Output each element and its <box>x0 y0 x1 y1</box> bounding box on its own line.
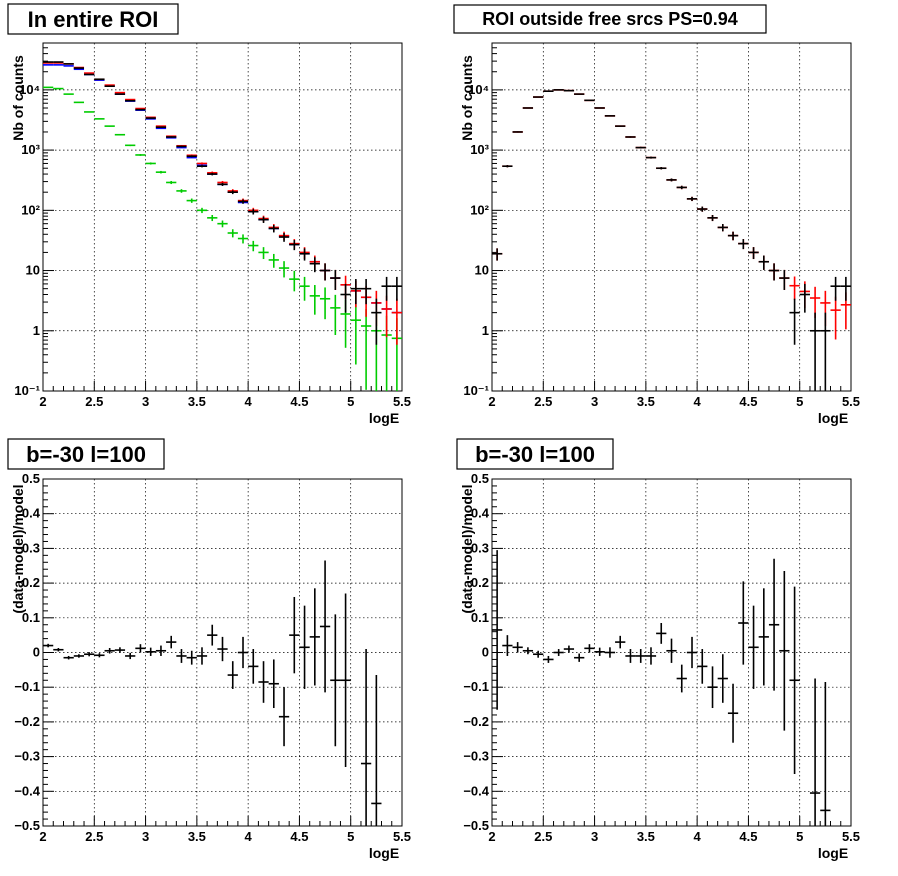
title-box <box>453 4 767 34</box>
x-tick-label: 5 <box>796 394 803 409</box>
x-tick-label: 2.5 <box>534 394 552 409</box>
y-tick-label: −0.1 <box>14 679 40 694</box>
x-tick-label: 4 <box>694 394 702 409</box>
x-tick-label: 3 <box>591 829 598 844</box>
plot-frame <box>491 42 852 392</box>
y-tick-label: 0.3 <box>471 540 489 555</box>
y-tick-label: 10 <box>26 263 40 278</box>
series-2 <box>492 89 851 391</box>
y-tick-label: −0.1 <box>463 679 489 694</box>
y-tick-label: −0.5 <box>463 818 489 833</box>
x-tick-label: 2.5 <box>534 829 552 844</box>
y-tick-label: 0.1 <box>471 610 489 625</box>
x-tick-label: 2 <box>488 394 495 409</box>
x-tick-label: 5.5 <box>393 829 411 844</box>
y-axis-label: (data-model)/model <box>10 484 26 613</box>
chart-title: In entire ROI <box>28 7 159 32</box>
y-tick-label: −0.5 <box>14 818 40 833</box>
y-axis-label: (data-model)/model <box>459 484 475 613</box>
title-box <box>456 438 614 470</box>
x-tick-label: 3 <box>591 394 598 409</box>
x-tick-label: 5 <box>347 394 354 409</box>
y-axis-label: Nb of counts <box>459 55 475 141</box>
panel-2: 2 2.5 3 3.5 4 4.5 5 5.5 10⁻¹ 1 10 10² 10³ 10⁴ logE Nb o… <box>453 4 860 426</box>
x-tick-label: 2 <box>39 829 46 844</box>
ticks <box>491 478 852 827</box>
x-tick-label: 3 <box>142 394 149 409</box>
x-tick-label: 4 <box>694 829 702 844</box>
panel-4: 2 2.5 3 3.5 4 4.5 5 5.5 −0.5 −0.4 −0.3 −0.2 −0.1 0 0.1… <box>456 438 860 861</box>
x-tick-label: 4.5 <box>739 829 757 844</box>
y-tick-label: 10⁻¹ <box>463 383 489 398</box>
y-tick-label: 10³ <box>21 142 40 157</box>
y-tick-label: −0.4 <box>463 783 489 798</box>
ticks <box>42 42 403 392</box>
x-axis-label: logE <box>818 410 848 426</box>
x-tick-label: 4.5 <box>290 394 308 409</box>
y-tick-label: 0.3 <box>22 540 40 555</box>
x-tick-label: 3.5 <box>637 829 655 844</box>
chart-title: ROI outside free srcs PS=0.94 <box>482 9 738 29</box>
x-tick-label: 5.5 <box>842 829 860 844</box>
x-tick-label: 5.5 <box>842 394 860 409</box>
y-tick-label: 0.4 <box>22 506 41 521</box>
panel-3: 2 2.5 3 3.5 4 4.5 5 5.5 −0.5 −0.4 −0.3 −0.2 −0.1 0 0.1… <box>7 438 411 861</box>
y-tick-label: 10⁴ <box>468 82 489 97</box>
y-tick-label: 0.2 <box>22 575 40 590</box>
plot-frame <box>42 42 403 392</box>
x-tick-label: 2.5 <box>85 829 103 844</box>
y-tick-label: 0.4 <box>471 506 490 521</box>
y-tick-label: −0.3 <box>14 749 40 764</box>
x-tick-label: 3.5 <box>637 394 655 409</box>
x-tick-label: 4 <box>245 829 253 844</box>
y-tick-label: 10⁴ <box>19 82 40 97</box>
y-tick-label: 0.2 <box>471 575 489 590</box>
y-tick-label: −0.3 <box>463 749 489 764</box>
chart-title: b=-30 l=100 <box>475 442 595 467</box>
y-tick-label: 0.5 <box>471 471 489 486</box>
series-1 <box>43 560 382 826</box>
x-tick-label: 3 <box>142 829 149 844</box>
ticks <box>42 478 403 827</box>
x-tick-label: 5.5 <box>393 394 411 409</box>
x-tick-label: 5 <box>796 829 803 844</box>
x-tick-label: 2 <box>39 394 46 409</box>
y-tick-label: 0.1 <box>22 610 40 625</box>
x-tick-label: 2.5 <box>85 394 103 409</box>
chart-title: b=-30 l=100 <box>26 442 146 467</box>
panel-1: 2 2.5 3 3.5 4 4.5 5 5.5 10⁻¹ 1 10 10² 10³ 10⁴ logE Nb o… <box>7 3 411 426</box>
x-tick-label: 3.5 <box>188 829 206 844</box>
y-tick-label: −0.2 <box>14 714 40 729</box>
x-tick-label: 5 <box>347 829 354 844</box>
x-axis-label: logE <box>369 410 399 426</box>
x-tick-label: 3.5 <box>188 394 206 409</box>
x-tick-label: 4 <box>245 394 253 409</box>
series-4 <box>43 61 402 345</box>
y-tick-label: 0 <box>482 645 489 660</box>
title-box <box>7 3 179 35</box>
y-tick-label: −0.4 <box>14 783 40 798</box>
x-axis-label: logE <box>818 845 848 861</box>
y-axis-label: Nb of counts <box>10 55 26 141</box>
y-tick-label: 0.5 <box>22 471 40 486</box>
x-tick-label: 4.5 <box>290 829 308 844</box>
y-tick-label: −0.2 <box>463 714 489 729</box>
y-tick-label: 0 <box>33 645 40 660</box>
y-tick-label: 10² <box>21 202 40 217</box>
x-axis-label: logE <box>369 845 399 861</box>
series-1 <box>43 86 402 391</box>
y-tick-label: 10⁻¹ <box>14 383 40 398</box>
series-1 <box>492 550 831 826</box>
x-tick-label: 4.5 <box>739 394 757 409</box>
y-tick-label: 10 <box>475 263 489 278</box>
y-tick-label: 10² <box>470 202 489 217</box>
ticks <box>491 42 852 392</box>
y-tick-label: 1 <box>33 323 40 338</box>
y-tick-label: 10³ <box>470 142 489 157</box>
title-box <box>7 438 165 470</box>
y-tick-label: 1 <box>482 323 489 338</box>
x-tick-label: 2 <box>488 829 495 844</box>
